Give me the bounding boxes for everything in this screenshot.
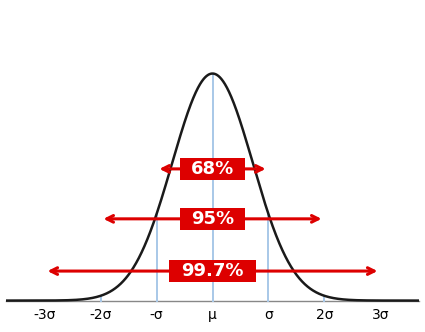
- Text: 99.7%: 99.7%: [181, 262, 244, 280]
- FancyBboxPatch shape: [180, 208, 245, 230]
- Text: 68%: 68%: [191, 160, 234, 178]
- FancyBboxPatch shape: [169, 260, 256, 282]
- FancyBboxPatch shape: [180, 158, 245, 180]
- Text: 95%: 95%: [191, 210, 234, 228]
